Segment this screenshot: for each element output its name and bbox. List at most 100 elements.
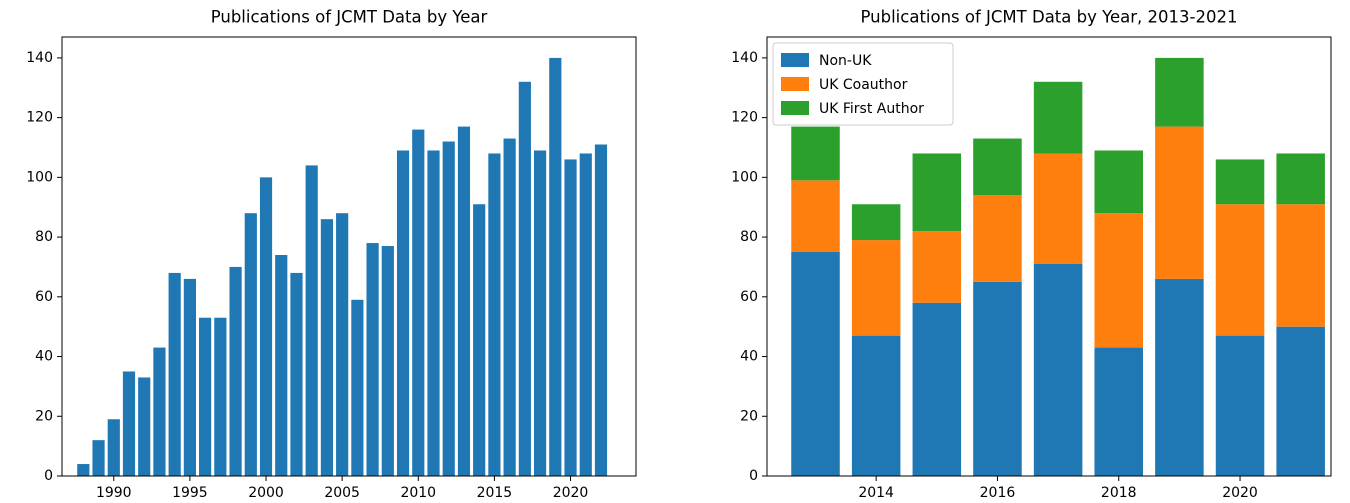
legend-label: UK Coauthor <box>819 77 908 93</box>
bar-segment <box>1155 278 1204 476</box>
bar-segment <box>851 204 901 241</box>
bar-segment <box>1094 150 1143 214</box>
bar-segment <box>912 231 962 303</box>
bar <box>533 150 547 477</box>
bar <box>107 419 120 476</box>
y-tick-label: 20 <box>35 408 53 424</box>
bar-segment <box>1033 153 1083 264</box>
bar-segment <box>1094 213 1143 348</box>
bar <box>381 246 394 476</box>
bar <box>473 204 486 476</box>
legend-swatch <box>781 77 809 91</box>
bar <box>153 347 166 476</box>
bar-segment <box>851 335 901 476</box>
bar <box>122 371 136 476</box>
bar <box>77 464 90 476</box>
x-tick-label: 2005 <box>324 485 360 501</box>
bar <box>290 272 303 476</box>
bar-segment <box>1215 159 1265 205</box>
x-tick-label: 2000 <box>248 485 284 501</box>
bar <box>305 165 318 476</box>
x-tick-label: 2010 <box>400 485 436 501</box>
bar <box>259 177 273 477</box>
bar <box>442 141 455 476</box>
y-tick-label: 100 <box>26 169 53 185</box>
legend-label: UK First Author <box>819 101 924 117</box>
bar <box>214 317 227 476</box>
legend-swatch <box>781 53 809 67</box>
bar <box>229 266 242 476</box>
bar <box>518 81 531 476</box>
bar <box>396 150 410 477</box>
legend-swatch <box>781 101 809 115</box>
bar <box>275 255 288 476</box>
y-tick-label: 120 <box>731 110 758 126</box>
bar <box>168 272 181 476</box>
y-tick-label: 80 <box>35 229 53 245</box>
y-tick-label: 140 <box>731 50 758 66</box>
bar <box>366 243 379 476</box>
bar <box>138 377 151 476</box>
bar-segment <box>1033 81 1083 154</box>
x-tick-label: 1990 <box>96 485 132 501</box>
bar <box>244 213 257 477</box>
bar-segment <box>1033 263 1083 476</box>
bar-segment <box>912 153 962 232</box>
bar-segment <box>912 302 962 476</box>
y-tick-label: 80 <box>740 229 758 245</box>
x-tick-label: 2014 <box>858 485 894 501</box>
bar <box>92 440 105 476</box>
y-tick-label: 140 <box>26 50 53 66</box>
bar <box>549 57 562 477</box>
bar <box>336 213 349 477</box>
bar-segment <box>973 138 1022 196</box>
x-tick-label: 2020 <box>1222 485 1258 501</box>
legend-box <box>772 42 954 126</box>
bar <box>503 138 516 476</box>
y-tick-label: 20 <box>740 408 758 424</box>
bar <box>412 129 425 476</box>
bar-segment <box>1276 326 1325 476</box>
x-tick-label: 2018 <box>1101 485 1137 501</box>
legend-label: Non-UK <box>819 53 872 69</box>
chart-title: Publications of JCMT Data by Year <box>211 8 488 27</box>
y-tick-label: 60 <box>35 289 53 305</box>
bar-segment <box>1155 57 1204 127</box>
bar-segment <box>1094 347 1143 476</box>
y-tick-label: 40 <box>740 349 758 365</box>
bar <box>594 144 608 477</box>
x-tick-label: 1995 <box>172 485 208 501</box>
axes-frame <box>61 36 637 477</box>
y-tick-label: 0 <box>749 468 758 484</box>
x-tick-label: 2020 <box>553 485 589 501</box>
y-tick-label: 120 <box>26 110 53 126</box>
bar-segment <box>791 180 840 253</box>
y-tick-label: 0 <box>44 468 53 484</box>
bar-segment <box>1276 204 1325 327</box>
bar-segment <box>1276 153 1325 205</box>
y-tick-label: 40 <box>35 349 53 365</box>
bar-segment <box>791 252 840 476</box>
bar-segment <box>1155 126 1204 279</box>
bar-segment <box>1215 204 1265 336</box>
bar <box>564 159 577 476</box>
bar <box>183 278 196 476</box>
axes-frame <box>766 36 1332 477</box>
x-tick-label: 2016 <box>980 485 1016 501</box>
bar <box>427 150 440 477</box>
y-tick-label: 100 <box>731 169 758 185</box>
bar <box>199 317 212 476</box>
bar <box>579 153 592 476</box>
bar-segment <box>791 126 840 181</box>
bar <box>457 126 471 477</box>
x-tick-label: 2015 <box>477 485 513 501</box>
bar-segment <box>1215 335 1265 476</box>
bar <box>351 299 364 476</box>
bar-segment <box>973 195 1022 282</box>
bar-segment <box>973 281 1022 476</box>
bar-segment <box>851 240 901 336</box>
bar <box>488 153 501 476</box>
y-tick-label: 60 <box>740 289 758 305</box>
chart-title: Publications of JCMT Data by Year, 2013-… <box>861 8 1238 27</box>
